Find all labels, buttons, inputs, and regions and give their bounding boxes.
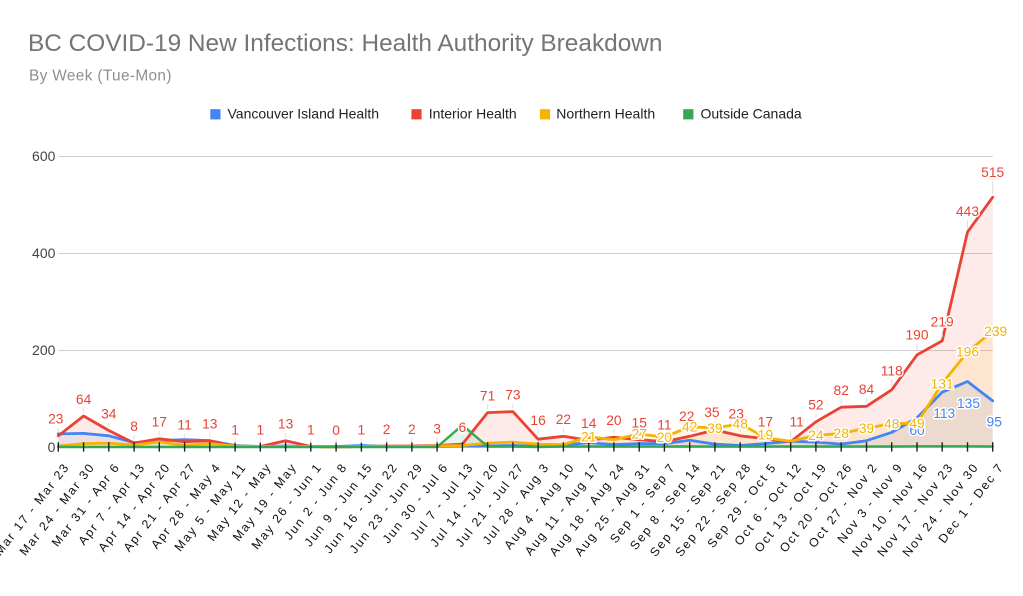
- svg-text:23: 23: [48, 412, 64, 427]
- svg-text:Vancouver Island Health: Vancouver Island Health: [228, 106, 380, 122]
- svg-text:219: 219: [931, 315, 954, 330]
- svg-text:35: 35: [704, 405, 720, 420]
- svg-text:1: 1: [307, 422, 315, 437]
- svg-text:15: 15: [632, 416, 648, 431]
- svg-text:200: 200: [32, 342, 56, 358]
- svg-text:17: 17: [758, 415, 773, 430]
- svg-text:73: 73: [505, 387, 521, 402]
- svg-text:239: 239: [984, 324, 1007, 339]
- svg-text:Outside Canada: Outside Canada: [701, 106, 802, 122]
- svg-text:21: 21: [581, 430, 596, 445]
- svg-text:13: 13: [202, 417, 218, 432]
- svg-text:BC COVID-19 New Infections: He: BC COVID-19 New Infections: Health Autho…: [28, 30, 662, 57]
- svg-text:118: 118: [881, 364, 903, 379]
- svg-text:42: 42: [682, 419, 697, 434]
- svg-text:1: 1: [231, 422, 239, 437]
- svg-text:39: 39: [859, 421, 875, 436]
- svg-text:49: 49: [909, 416, 925, 431]
- svg-text:84: 84: [859, 382, 875, 397]
- svg-text:34: 34: [101, 406, 117, 421]
- svg-text:By Week (Tue-Mon): By Week (Tue-Mon): [29, 68, 172, 85]
- svg-text:48: 48: [733, 417, 749, 432]
- svg-text:24: 24: [808, 428, 824, 443]
- svg-text:2: 2: [408, 422, 416, 437]
- svg-text:17: 17: [152, 415, 167, 430]
- svg-text:113: 113: [933, 406, 955, 421]
- svg-text:20: 20: [657, 430, 673, 445]
- svg-text:14: 14: [581, 416, 597, 431]
- svg-text:48: 48: [884, 417, 900, 432]
- svg-text:Interior Health: Interior Health: [429, 106, 517, 122]
- svg-text:27: 27: [632, 427, 647, 442]
- svg-text:11: 11: [657, 418, 671, 433]
- svg-text:82: 82: [834, 383, 849, 398]
- svg-text:2: 2: [383, 422, 391, 437]
- svg-text:11: 11: [790, 415, 804, 430]
- svg-text:135: 135: [957, 396, 980, 411]
- svg-text:52: 52: [808, 398, 823, 413]
- svg-text:196: 196: [956, 345, 979, 360]
- svg-text:1: 1: [256, 422, 264, 437]
- svg-text:0: 0: [48, 439, 56, 455]
- svg-text:443: 443: [956, 204, 979, 219]
- svg-text:22: 22: [556, 412, 571, 427]
- svg-text:131: 131: [931, 376, 954, 391]
- svg-text:23: 23: [729, 407, 745, 422]
- svg-text:400: 400: [32, 245, 56, 261]
- svg-text:22: 22: [679, 409, 694, 424]
- svg-text:95: 95: [987, 415, 1003, 430]
- svg-text:64: 64: [76, 392, 92, 407]
- svg-text:515: 515: [981, 165, 1004, 180]
- svg-text:6: 6: [459, 420, 467, 435]
- svg-text:0: 0: [332, 423, 340, 438]
- svg-text:Northern Health: Northern Health: [556, 106, 655, 122]
- svg-text:20: 20: [606, 413, 622, 428]
- svg-text:13: 13: [278, 417, 294, 432]
- svg-text:600: 600: [32, 148, 56, 164]
- svg-text:11: 11: [177, 418, 191, 433]
- svg-text:8: 8: [130, 419, 138, 434]
- svg-text:3: 3: [433, 421, 441, 436]
- svg-text:28: 28: [834, 426, 850, 441]
- svg-text:16: 16: [530, 413, 546, 428]
- svg-text:71: 71: [480, 388, 495, 403]
- svg-text:39: 39: [707, 421, 723, 436]
- svg-text:190: 190: [905, 328, 928, 343]
- svg-text:1: 1: [358, 422, 366, 437]
- svg-text:60: 60: [909, 423, 925, 438]
- svg-text:19: 19: [758, 428, 774, 443]
